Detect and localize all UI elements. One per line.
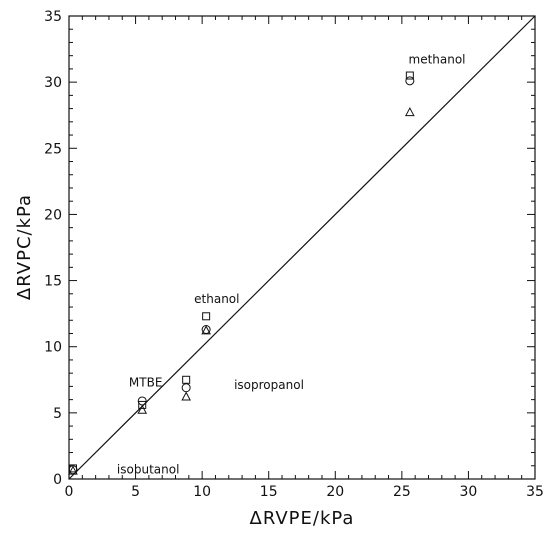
y-tick-label: 30	[44, 75, 62, 91]
compound-labels: methanol ethanol MTBE isopropanol isobutanol	[117, 53, 466, 477]
annotation-isopropanol: isopropanol	[234, 378, 304, 392]
y-tick-label: 0	[53, 472, 62, 488]
annotation-mtbe: MTBE	[129, 375, 163, 389]
triangle-marker	[68, 465, 78, 475]
x-tick-label: 0	[65, 484, 74, 500]
x-tick-label: 35	[526, 484, 543, 500]
x-tick-label: 15	[260, 484, 278, 500]
plot-frame	[68, 15, 536, 480]
square-marker	[202, 312, 211, 321]
triangle-marker	[181, 391, 191, 401]
triangle-marker	[137, 404, 148, 414]
square-marker	[182, 375, 191, 384]
x-tick-label: 25	[393, 484, 411, 500]
axis-ticks	[68, 15, 536, 480]
annotation-isobutanol: isobutanol	[117, 463, 180, 477]
circle-marker	[405, 76, 415, 86]
x-axis-title: ΔRVPE/kPa	[250, 508, 355, 529]
y-tick-labels: 0 5 10 15 20 25 30 35	[44, 9, 62, 488]
annotation-ethanol: ethanol	[194, 292, 239, 306]
y-tick-label: 15	[44, 274, 62, 290]
y-tick-label: 20	[44, 207, 62, 223]
x-tick-labels: 0 5 10 15 20 25 30 35	[65, 484, 543, 500]
square-marker	[405, 71, 414, 80]
y-axis-title: ΔRVPC/kPa	[14, 194, 35, 300]
square-marker	[138, 400, 147, 409]
circle-marker	[181, 383, 191, 393]
x-tick-label: 20	[326, 484, 344, 500]
parity-line	[68, 15, 536, 480]
triangle-marker	[405, 107, 415, 117]
x-tick-label: 30	[460, 484, 478, 500]
y-tick-label: 5	[53, 406, 62, 422]
y-tick-label: 10	[44, 340, 62, 356]
data-points	[68, 71, 415, 475]
x-tick-label: 10	[193, 484, 211, 500]
x-tick-label: 5	[131, 484, 140, 500]
annotation-methanol: methanol	[409, 53, 466, 67]
y-tick-label: 25	[44, 141, 62, 157]
triangle-marker	[201, 325, 211, 335]
y-tick-label: 35	[44, 9, 62, 25]
